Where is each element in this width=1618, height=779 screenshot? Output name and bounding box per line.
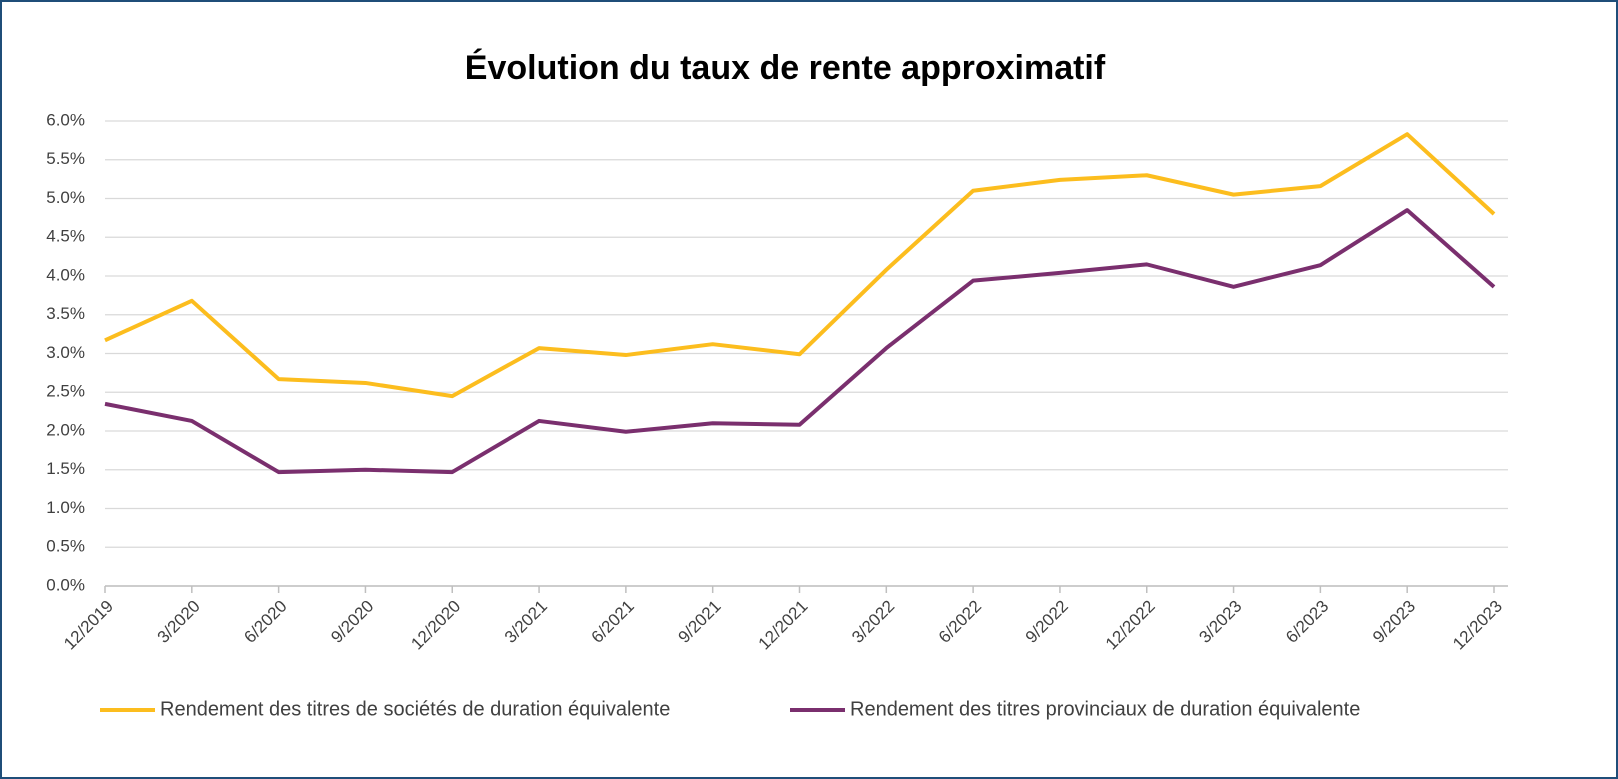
y-tick-label: 4.0%: [46, 265, 85, 284]
y-tick-label: 3.0%: [46, 343, 85, 362]
y-tick-label: 3.5%: [46, 304, 85, 323]
y-tick-label: 2.0%: [46, 420, 85, 439]
series-line: [104, 132, 1496, 399]
y-tick-label: 0.0%: [46, 575, 85, 594]
y-tick-label: 2.5%: [46, 382, 85, 401]
y-tick-label: 0.5%: [46, 537, 85, 556]
legend-label: Rendement des titres de sociétés de dura…: [160, 698, 670, 720]
chart-title: Évolution du taux de rente approximatif: [465, 49, 1106, 87]
y-tick-label: 1.5%: [46, 459, 85, 478]
y-tick-label: 4.5%: [46, 227, 85, 246]
y-tick-label: 1.0%: [46, 498, 85, 517]
y-tick-label: 5.0%: [46, 188, 85, 207]
series-line: [104, 208, 1496, 475]
legend-label: Rendement des titres provinciaux de dura…: [850, 698, 1360, 720]
y-tick-label: 5.5%: [46, 149, 85, 168]
y-tick-label: 6.0%: [46, 110, 85, 129]
